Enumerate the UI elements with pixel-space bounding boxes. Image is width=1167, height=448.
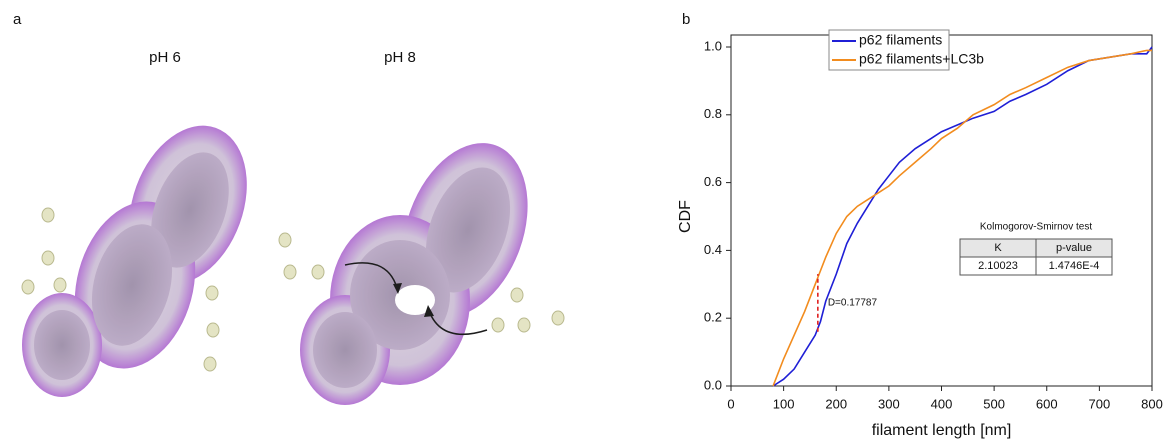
- panel-label: b: [682, 11, 690, 28]
- x-tick-label: 500: [983, 396, 1005, 411]
- x-tick-label: 300: [878, 396, 900, 411]
- cdf-chart: 0.0 0.2 0.4 0.6 0.8 1.0 0 100 200 300 400 500 600 700…: [677, 29, 1163, 439]
- table-header: p-value: [1056, 242, 1092, 254]
- y-tick-label: 1.0: [704, 38, 722, 53]
- panel-title: pH 6: [149, 49, 181, 66]
- table-cell: 2.10023: [978, 260, 1018, 272]
- x-tick-label: 0: [727, 396, 734, 411]
- series-line: [772, 49, 1152, 387]
- legend-label: p62 filaments+LC3b: [859, 51, 984, 67]
- panel-title: pH 8: [384, 49, 416, 66]
- small-molecules: [21, 207, 565, 372]
- x-tick-label: 400: [931, 396, 953, 411]
- y-tick-label: 0.0: [704, 377, 722, 392]
- x-tick-label: 600: [1036, 396, 1058, 411]
- panel-label: a: [13, 11, 22, 28]
- series-line: [772, 46, 1153, 387]
- y-axis-label: CDF: [677, 200, 694, 233]
- table-header: K: [994, 242, 1002, 254]
- x-tick-label: 100: [773, 396, 795, 411]
- y-tick-label: 0.6: [704, 174, 722, 189]
- y-tick-label: 0.2: [704, 310, 722, 325]
- illustration-ph8: [300, 143, 528, 405]
- y-tick-label: 0.4: [704, 242, 722, 257]
- table-cell: 1.4746E-4: [1049, 260, 1100, 272]
- legend-box: [828, 29, 950, 71]
- x-tick-label: 800: [1141, 396, 1163, 411]
- illustration-ph6: [22, 125, 247, 397]
- legend-label: p62 filaments: [859, 32, 942, 48]
- x-axis-label: filament length [nm]: [872, 422, 1012, 439]
- x-tick-label: 700: [1089, 396, 1111, 411]
- y-tick-label: 0.8: [704, 106, 722, 121]
- x-tick-label: 200: [825, 396, 847, 411]
- annotation-text: D=0.17787: [828, 298, 878, 309]
- table-title: Kolmogorov-Smirnov test: [980, 222, 1092, 233]
